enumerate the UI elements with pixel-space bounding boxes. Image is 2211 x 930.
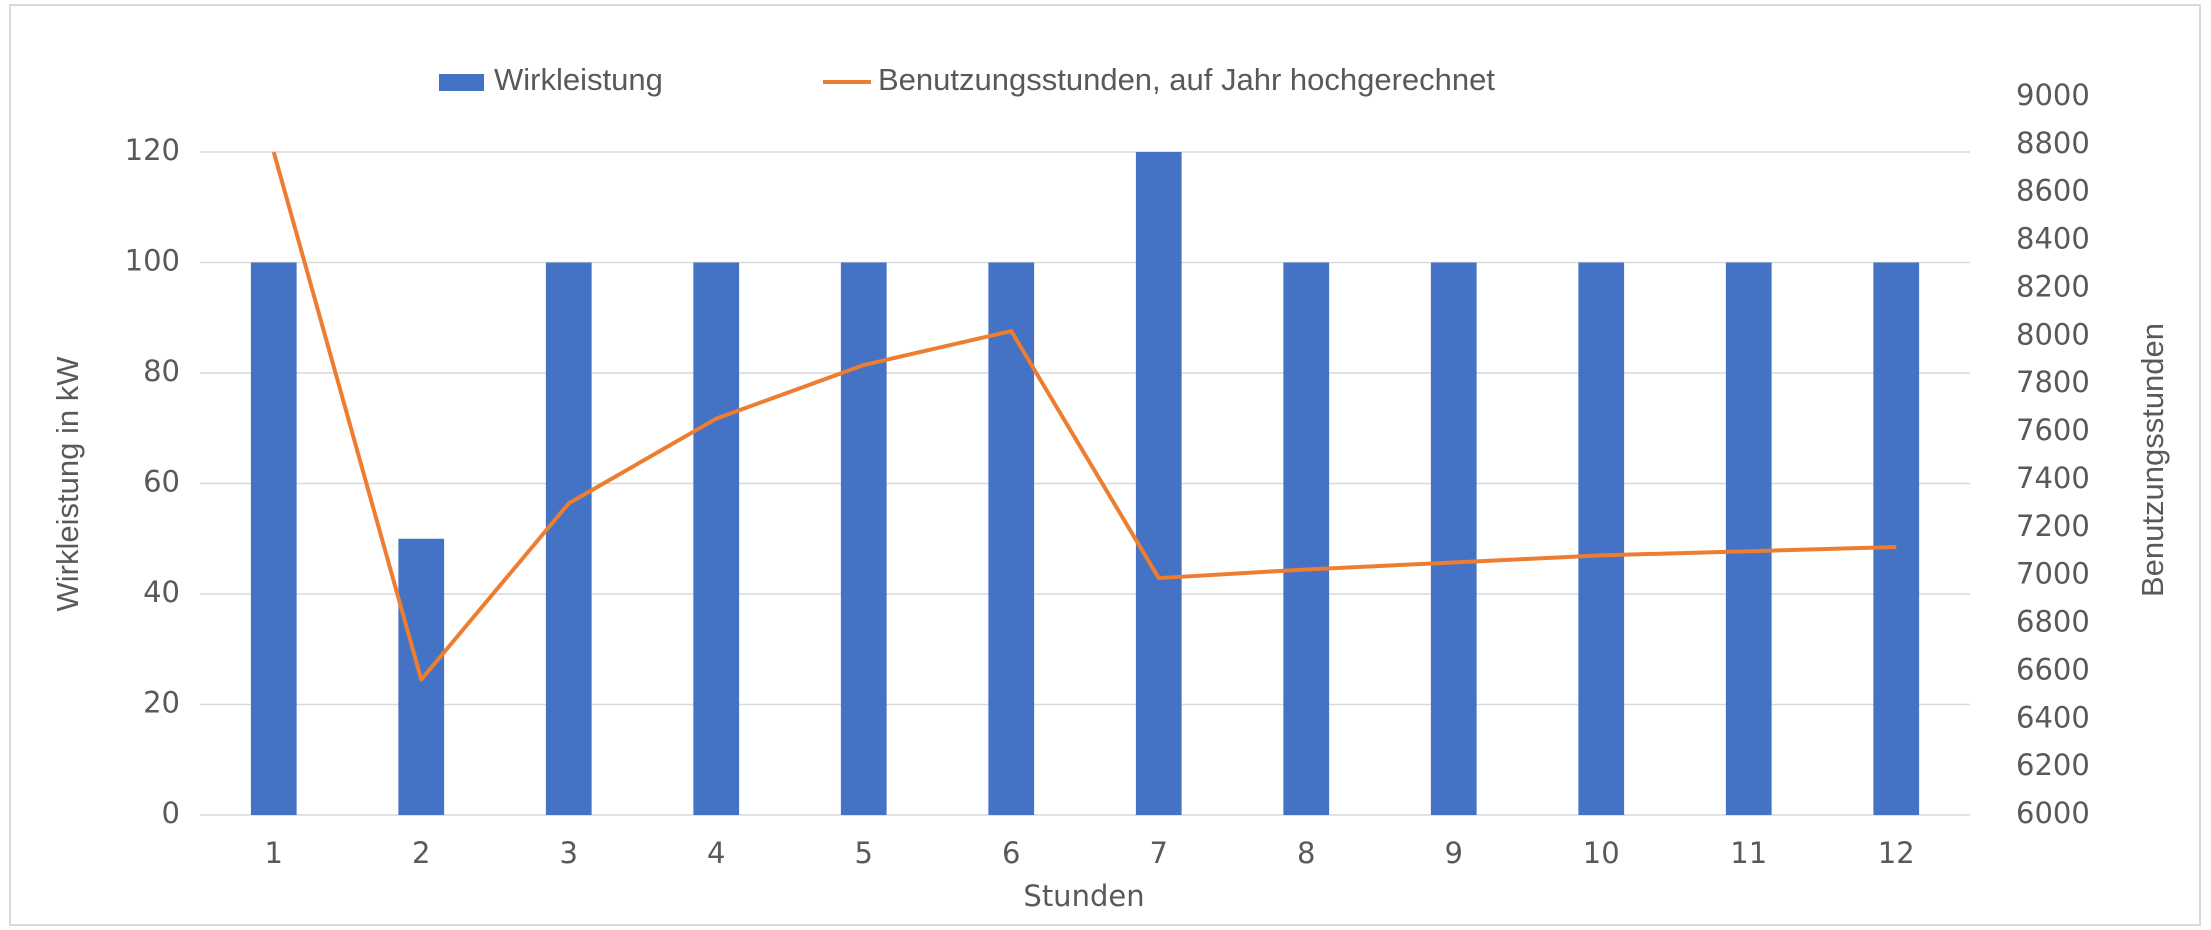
y-tick-label: 40 <box>143 575 180 609</box>
y2-tick-label: 6400 <box>2016 700 2090 734</box>
y2-tick-label: 6600 <box>2016 652 2090 686</box>
bar <box>1430 262 1477 815</box>
bar <box>1135 152 1182 815</box>
legend-label: Wirkleistung <box>494 62 663 97</box>
y-tick-label: 100 <box>125 244 180 278</box>
y2-tick-label: 7600 <box>2016 413 2090 447</box>
line-series <box>271 151 1897 682</box>
x-tick-label: 12 <box>1878 836 1915 870</box>
y2-tick-label: 6200 <box>2016 748 2090 782</box>
legend-swatch <box>439 74 484 91</box>
y2-tick-label: 6800 <box>2016 605 2090 639</box>
y-tick-label: 0 <box>162 796 180 830</box>
x-tick-label: 3 <box>560 836 578 870</box>
bar <box>693 262 740 815</box>
y-tick-label: 80 <box>143 354 180 388</box>
y2-tick-label: 8600 <box>2016 174 2090 208</box>
x-tick-label: 8 <box>1297 836 1315 870</box>
bar <box>988 262 1035 815</box>
x-tick-label: 1 <box>265 836 283 870</box>
y2-tick-label: 7400 <box>2016 461 2090 495</box>
x-axis-title: Stunden <box>1023 879 1144 913</box>
x-tick-label: 9 <box>1445 836 1463 870</box>
bar <box>1578 262 1625 815</box>
x-tick-label: 5 <box>855 836 873 870</box>
x-tick-label: 11 <box>1730 836 1767 870</box>
y-tick-label: 60 <box>143 465 180 499</box>
y-axis-title: Wirkleistung in kW <box>50 356 85 612</box>
legend-label: Benutzungsstunden, auf Jahr hochgerechne… <box>878 62 1495 97</box>
bar <box>1873 262 1920 815</box>
bar <box>250 262 297 815</box>
y2-tick-label: 8200 <box>2016 269 2090 303</box>
y2-tick-label: 8800 <box>2016 126 2090 160</box>
y2-tick-label: 7200 <box>2016 509 2090 543</box>
x-tick-label: 10 <box>1583 836 1620 870</box>
y2-tick-label: 9000 <box>2016 78 2090 112</box>
y2-tick-label: 6000 <box>2016 796 2090 830</box>
x-tick-label: 6 <box>1002 836 1020 870</box>
bar <box>545 262 592 815</box>
y2-tick-label: 7800 <box>2016 365 2090 399</box>
bar <box>840 262 887 815</box>
y2-tick-label: 7000 <box>2016 557 2090 591</box>
x-tick-label: 2 <box>412 836 430 870</box>
chart-frame <box>9 4 2201 926</box>
y2-tick-label: 8400 <box>2016 222 2090 256</box>
bar <box>1283 262 1330 815</box>
bar <box>1725 262 1772 815</box>
y2-tick-label: 8000 <box>2016 317 2090 351</box>
y-tick-label: 20 <box>143 686 180 720</box>
x-tick-label: 7 <box>1150 836 1168 870</box>
y-tick-label: 120 <box>125 133 180 167</box>
x-tick-label: 4 <box>707 836 725 870</box>
y2-axis-title: Benutzungsstunden <box>2135 323 2170 597</box>
